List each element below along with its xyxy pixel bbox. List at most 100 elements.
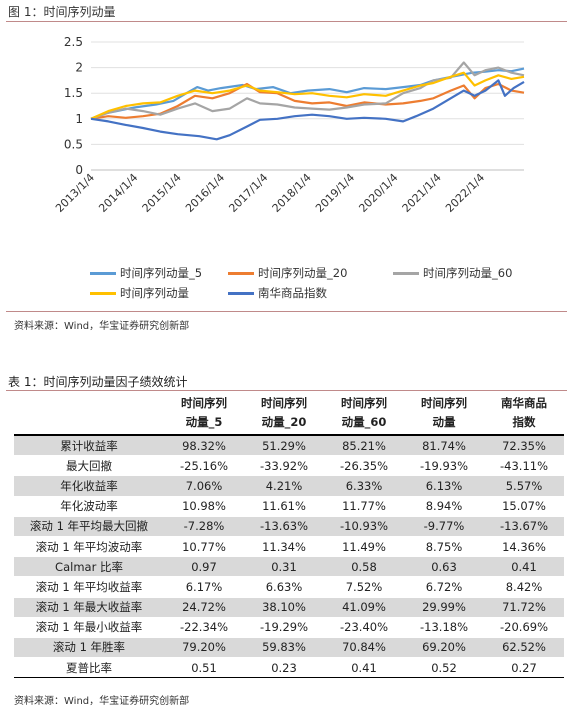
series-line-0 [90, 67, 525, 120]
table-caption: 表 1：时间序列动量因子绩效统计 [8, 375, 188, 389]
value-cell: 0.41 [484, 556, 564, 578]
row-label: 累计收益率 [14, 435, 164, 457]
value-cell: 0.97 [164, 556, 244, 578]
value-cell: 14.36% [484, 536, 564, 558]
legend-item: 时间序列动量_5 [90, 265, 202, 281]
table-row: 年化收益率 7.06% 4.21% 6.33% 6.13% 5.57% [14, 475, 564, 497]
row-label: 滚动 1 年平均波动率 [14, 536, 164, 558]
header-cell: 时间序列 动量_60 [324, 392, 404, 436]
value-cell: 8.94% [404, 496, 484, 517]
value-cell: 51.29% [244, 435, 324, 457]
value-cell: 5.57% [484, 475, 564, 497]
figure-source: 资料来源：Wind，华宝证券研究创新部 [14, 321, 190, 332]
value-cell: 0.23 [244, 657, 324, 679]
legend-label: 时间序列动量 [120, 286, 189, 300]
legend-label: 时间序列动量_60 [423, 266, 513, 280]
value-cell: 8.75% [404, 536, 484, 558]
legend-swatch [228, 291, 254, 295]
value-cell: 11.49% [324, 536, 404, 558]
row-label: 滚动 1 年最大收益率 [14, 597, 164, 618]
table-top-rule [6, 390, 567, 391]
value-cell: -22.34% [164, 617, 244, 638]
y-tick-label: 0.5 [64, 137, 83, 151]
value-cell: 0.31 [244, 556, 324, 578]
x-tick-label: 2022/1/4 [443, 171, 487, 215]
y-tick-label: 1.5 [64, 86, 83, 100]
y-tick-label: 2 [75, 61, 83, 75]
value-cell: 7.52% [324, 576, 404, 598]
series-line-4 [90, 79, 525, 141]
legend-swatch [393, 271, 419, 275]
value-cell: 15.07% [484, 496, 564, 517]
value-cell: 6.63% [244, 576, 324, 598]
series-line-3 [90, 71, 525, 120]
value-cell: -33.92% [244, 455, 324, 477]
value-cell: 85.21% [324, 435, 404, 457]
value-cell: -13.18% [404, 617, 484, 638]
legend-label: 南华商品指数 [258, 286, 327, 300]
x-tick-label: 2019/1/4 [313, 171, 357, 215]
legend-item: 时间序列动量_20 [228, 265, 347, 281]
value-cell: -7.28% [164, 516, 244, 537]
value-cell: 81.74% [404, 435, 484, 457]
legend-swatch [90, 271, 116, 275]
table-row: 滚动 1 年平均收益率 6.17% 6.63% 7.52% 6.72% 8.42% [14, 576, 564, 598]
value-cell: 6.72% [404, 576, 484, 598]
value-cell: -43.11% [484, 455, 564, 477]
table-row: 累计收益率 98.32% 51.29% 85.21% 81.74% 72.35% [14, 435, 564, 457]
x-tick-label: 2015/1/4 [140, 171, 184, 215]
row-label: 最大回撤 [14, 455, 164, 477]
value-cell: 11.77% [324, 496, 404, 517]
table-row: 滚动 1 年平均波动率 10.77% 11.34% 11.49% 8.75% 14.36% [14, 536, 564, 558]
value-cell: 8.42% [484, 576, 564, 598]
table-header-row: 时间序列 动量_5 时间序列 动量_20 时间序列 动量_60 时间序列 动量 南华商品… [14, 392, 564, 436]
row-label: 夏普比率 [14, 657, 164, 679]
row-label: Calmar 比率 [14, 556, 164, 578]
row-label: 滚动 1 年平均最大回撤 [14, 516, 164, 537]
table-row: 滚动 1 年胜率 79.20% 59.83% 70.84% 69.20% 62.52% [14, 637, 564, 659]
row-label: 年化波动率 [14, 496, 164, 517]
value-cell: 71.72% [484, 597, 564, 618]
legend-item: 南华商品指数 [228, 285, 327, 301]
value-cell: 70.84% [324, 637, 404, 659]
legend-label: 时间序列动量_20 [258, 266, 348, 280]
value-cell: 7.06% [164, 475, 244, 497]
header-cell: 时间序列 动量_5 [164, 392, 244, 436]
table-row: 年化波动率 10.98% 11.61% 11.77% 8.94% 15.07% [14, 496, 564, 517]
value-cell: 0.52 [404, 657, 484, 679]
header-cell: 时间序列 动量 [404, 392, 484, 436]
performance-table: 时间序列 动量_5 时间序列 动量_20 时间序列 动量_60 时间序列 动量 南华商品… [14, 392, 564, 679]
y-tick-label: 1 [75, 112, 83, 126]
x-tick-label: 2017/1/4 [226, 171, 270, 215]
value-cell: -23.40% [324, 617, 404, 638]
value-cell: 72.35% [484, 435, 564, 457]
table-row: 最大回撤 -25.16% -33.92% -26.35% -19.93% -43.11% [14, 455, 564, 477]
value-cell: -19.29% [244, 617, 324, 638]
value-cell: 0.51 [164, 657, 244, 679]
value-cell: 11.61% [244, 496, 324, 517]
value-cell: -10.93% [324, 516, 404, 537]
table-row: 夏普比率 0.51 0.23 0.41 0.52 0.27 [14, 657, 564, 679]
value-cell: 0.58 [324, 556, 404, 578]
row-label: 滚动 1 年平均收益率 [14, 576, 164, 598]
value-cell: 6.13% [404, 475, 484, 497]
value-cell: 62.52% [484, 637, 564, 659]
legend-label: 时间序列动量_5 [120, 266, 203, 280]
y-tick-label: 0 [75, 163, 83, 177]
y-tick-label: 2.5 [64, 35, 83, 49]
value-cell: 41.09% [324, 597, 404, 618]
row-label: 滚动 1 年最小收益率 [14, 617, 164, 638]
value-cell: 98.32% [164, 435, 244, 457]
header-blank [14, 392, 164, 436]
momentum-line-chart: 0 0.5 1 1.5 2 2.5 2013/1/4 2014/1/4 2015/1/4 2016… [53, 35, 525, 215]
legend-item: 时间序列动量 [90, 285, 189, 301]
value-cell: 10.98% [164, 496, 244, 517]
table-row: 滚动 1 年最小收益率 -22.34% -19.29% -23.40% -13.18% -… [14, 617, 564, 638]
table-row: 滚动 1 年平均最大回撤 -7.28% -13.63% -10.93% -9.77% -1… [14, 516, 564, 537]
value-cell: 24.72% [164, 597, 244, 618]
value-cell: -25.16% [164, 455, 244, 477]
x-tick-label: 2020/1/4 [356, 171, 400, 215]
table-row: Calmar 比率 0.97 0.31 0.58 0.63 0.41 [14, 556, 564, 578]
x-tick-label: 2021/1/4 [400, 171, 444, 215]
value-cell: 29.99% [404, 597, 484, 618]
